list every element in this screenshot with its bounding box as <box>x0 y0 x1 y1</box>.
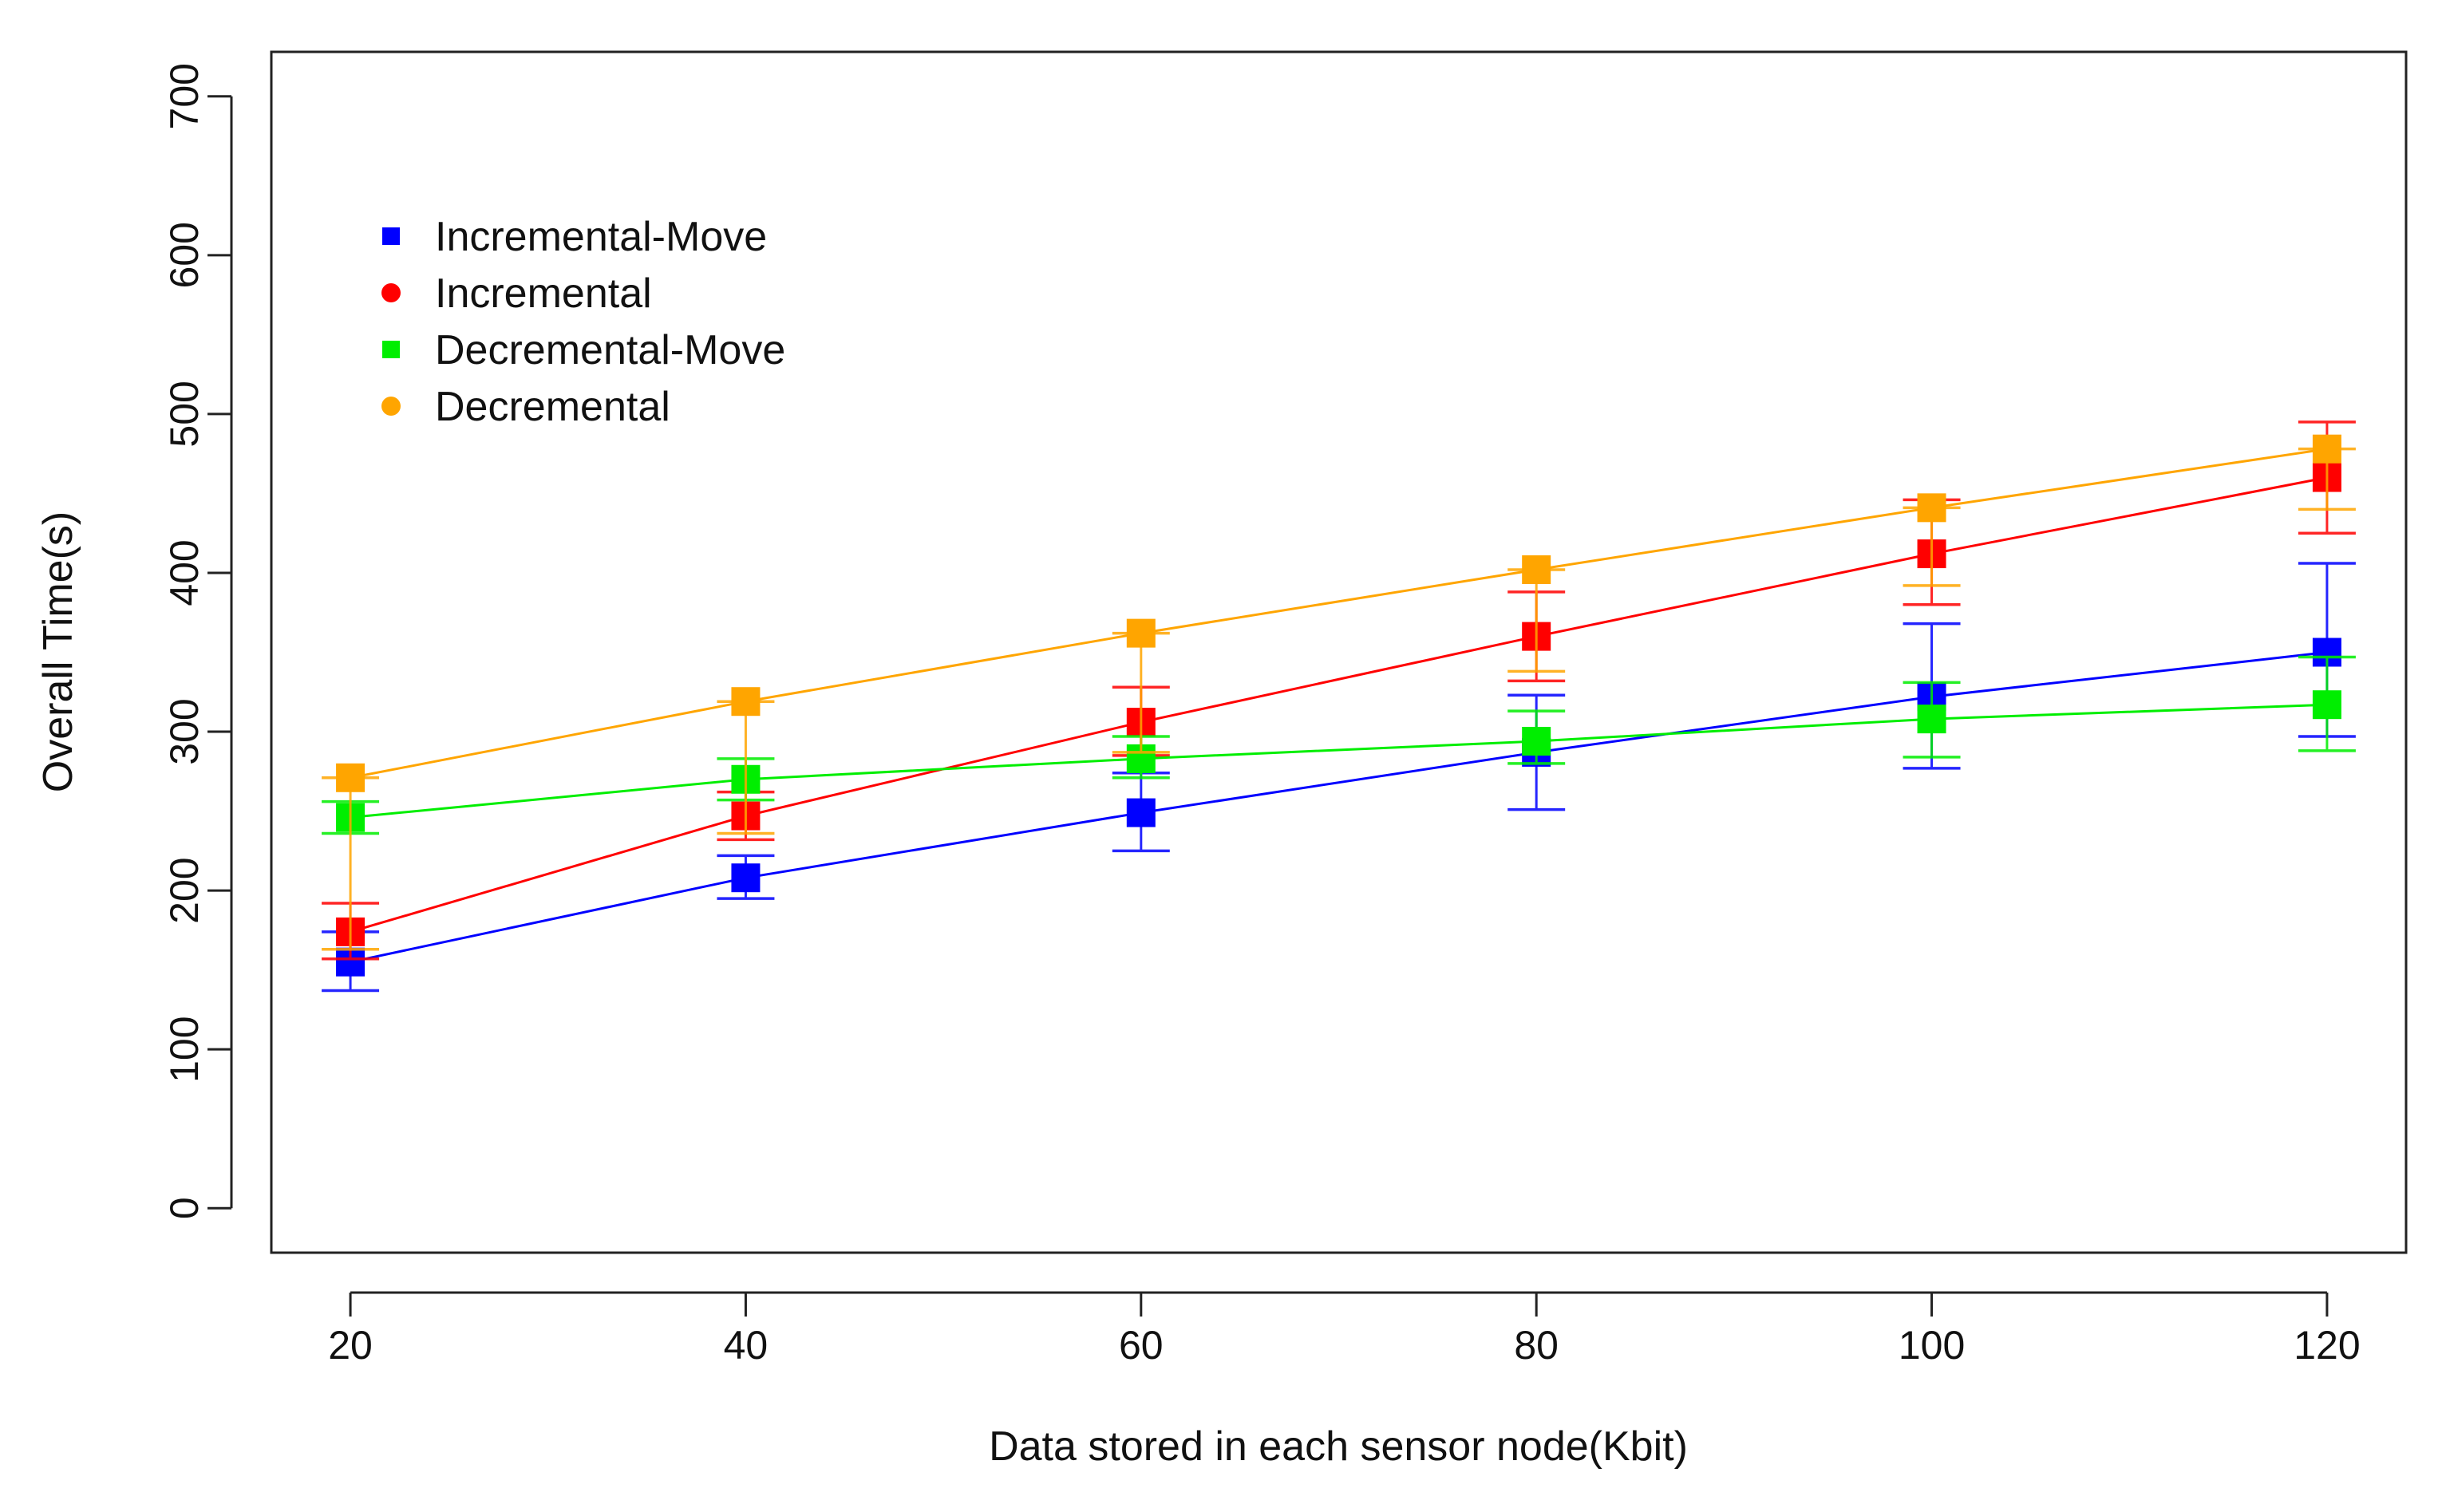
y-tick-label: 600 <box>162 222 207 288</box>
series-decremental <box>322 434 2356 951</box>
y-axis: 0 100 200 300 400 500 600 700 <box>162 63 233 1219</box>
series-line <box>350 448 2328 780</box>
legend-label: Decremental-Move <box>435 327 785 373</box>
x-axis-title: Data stored in each sensor node(Kbit) <box>989 1423 1688 1470</box>
data-point <box>1522 726 1551 756</box>
data-point <box>1917 705 1946 734</box>
x-axis: 20 40 60 80 100 120 <box>328 1291 2361 1368</box>
data-point <box>1522 555 1551 584</box>
y-axis-title: Overall Time(s) <box>35 511 81 792</box>
legend-marker <box>382 227 400 245</box>
y-tick-label: 400 <box>162 539 207 606</box>
series-line <box>350 651 2328 964</box>
plot-frame <box>270 50 2408 1254</box>
data-point <box>1126 618 1156 648</box>
x-tick-label: 100 <box>1899 1323 1965 1368</box>
legend-marker <box>381 283 401 302</box>
y-tick-label: 100 <box>162 1016 207 1082</box>
data-point <box>2312 434 2341 464</box>
data-point <box>2312 690 2341 720</box>
series-layer <box>322 420 2356 993</box>
data-point <box>731 863 761 893</box>
y-tick-label: 500 <box>162 381 207 447</box>
y-tick-label: 700 <box>162 63 207 129</box>
legend: Incremental-Move Incremental Decremental-M… <box>381 214 785 430</box>
x-tick-label: 60 <box>1119 1323 1164 1368</box>
legend-label: Decremental <box>435 384 670 430</box>
x-tick-label: 120 <box>2294 1323 2360 1368</box>
y-tick-label: 0 <box>162 1197 207 1219</box>
x-tick-label: 40 <box>724 1323 769 1368</box>
data-point <box>1917 493 1946 523</box>
legend-marker <box>382 341 400 358</box>
legend-label: Incremental-Move <box>435 214 767 260</box>
series-line <box>350 476 2328 934</box>
data-point <box>336 763 366 792</box>
legend-label: Incremental <box>435 270 652 317</box>
data-point <box>731 687 761 717</box>
x-tick-label: 80 <box>1514 1323 1559 1368</box>
data-point <box>1126 798 1156 827</box>
series-line <box>350 703 2327 819</box>
x-tick-label: 20 <box>328 1323 373 1368</box>
legend-marker <box>381 397 401 416</box>
y-tick-label: 300 <box>162 698 207 764</box>
y-tick-label: 200 <box>162 857 207 923</box>
